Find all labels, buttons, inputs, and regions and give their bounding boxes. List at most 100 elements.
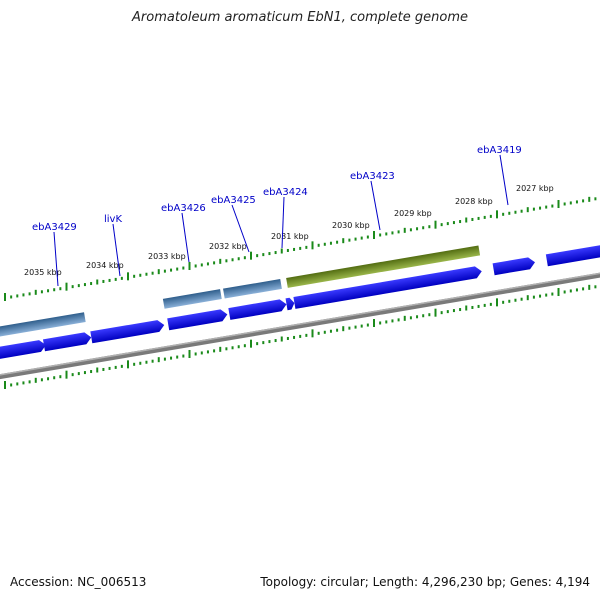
tick-mark bbox=[471, 217, 474, 221]
tick-mark bbox=[354, 237, 357, 241]
tick-mark bbox=[582, 287, 585, 291]
tick-mark bbox=[127, 272, 129, 281]
tick-mark bbox=[539, 206, 542, 210]
tick-mark bbox=[391, 319, 394, 323]
gene-arrow-ebA3423[interactable] bbox=[293, 265, 482, 309]
tick-mark bbox=[489, 214, 492, 218]
tick-mark bbox=[336, 328, 339, 332]
tick-mark bbox=[83, 371, 86, 375]
gene-label-ebA3419[interactable]: ebA3419 bbox=[477, 145, 522, 156]
tick-mark bbox=[120, 276, 123, 280]
tick-mark bbox=[262, 253, 265, 257]
gene-arrow-livk[interactable] bbox=[90, 319, 165, 344]
tick-label: 2031 kbp bbox=[271, 232, 309, 241]
gene-label-ebA3426[interactable]: ebA3426 bbox=[161, 203, 206, 214]
tick-mark bbox=[114, 365, 117, 369]
tick-mark bbox=[557, 288, 560, 297]
tick-mark bbox=[428, 225, 431, 229]
leader-line bbox=[370, 180, 381, 231]
tick-mark bbox=[34, 289, 37, 295]
tick-mark bbox=[299, 334, 302, 338]
tick-mark bbox=[434, 308, 437, 317]
tick-mark bbox=[379, 233, 382, 237]
tick-mark bbox=[237, 257, 240, 261]
tick-mark bbox=[28, 380, 31, 384]
feature-ebA3425[interactable] bbox=[223, 279, 282, 299]
tick-mark bbox=[10, 295, 13, 299]
gene-arrow-ebA3425[interactable] bbox=[228, 298, 287, 320]
tick-mark bbox=[379, 321, 382, 325]
tick-mark bbox=[416, 315, 419, 319]
tick-mark bbox=[329, 241, 332, 245]
tick-mark bbox=[53, 288, 56, 292]
tick-mark bbox=[237, 345, 240, 349]
gene-label-ebA3425[interactable]: ebA3425 bbox=[211, 195, 256, 206]
tick-mark bbox=[151, 271, 154, 275]
tick-mark bbox=[563, 202, 566, 206]
tick-mark bbox=[206, 350, 209, 354]
tick-mark bbox=[366, 323, 369, 327]
feature-ebA3423[interactable] bbox=[286, 245, 481, 288]
feature-ebA3426[interactable] bbox=[162, 289, 222, 309]
tick-mark bbox=[286, 336, 289, 340]
tick-mark bbox=[213, 261, 216, 265]
tick-mark bbox=[170, 268, 173, 272]
tick-mark bbox=[311, 241, 314, 250]
tick-mark bbox=[311, 329, 314, 338]
gene-label-livK[interactable]: livK bbox=[104, 214, 122, 225]
tick-mark bbox=[133, 274, 136, 278]
tick-mark bbox=[539, 294, 542, 298]
tick-mark bbox=[508, 211, 511, 215]
tick-mark bbox=[508, 299, 511, 303]
tick-mark bbox=[188, 262, 191, 271]
tick-mark bbox=[4, 381, 6, 389]
topology-text: Topology: circular; Length: 4,296,230 bp… bbox=[260, 575, 590, 589]
gene-label-ebA3429[interactable]: ebA3429 bbox=[32, 222, 77, 233]
tick-mark bbox=[360, 236, 363, 240]
gene-arrow-ebA3420[interactable] bbox=[492, 256, 536, 276]
tick-mark bbox=[139, 361, 142, 365]
leader-line bbox=[281, 196, 285, 249]
tick-mark bbox=[219, 346, 222, 352]
tick-mark bbox=[139, 273, 142, 277]
tick-mark bbox=[434, 220, 437, 229]
tick-mark bbox=[446, 310, 449, 314]
gene-label-ebA3424[interactable]: ebA3424 bbox=[263, 187, 308, 198]
tick-label: 2032 kbp bbox=[209, 242, 247, 251]
tick-mark bbox=[397, 230, 400, 234]
tick-mark bbox=[588, 284, 591, 290]
tick-mark bbox=[582, 199, 585, 203]
tick-label: 2034 kbp bbox=[86, 261, 124, 270]
gene-track bbox=[0, 236, 600, 368]
tick-mark bbox=[545, 205, 548, 209]
gene-arrow-2[interactable] bbox=[42, 331, 92, 352]
tick-mark bbox=[545, 293, 548, 297]
tick-mark bbox=[575, 288, 578, 292]
tick-mark bbox=[477, 216, 480, 220]
tick-mark bbox=[243, 256, 246, 260]
gene-label-ebA3423[interactable]: ebA3423 bbox=[350, 171, 395, 182]
feature-ebA3429[interactable] bbox=[0, 312, 86, 347]
gene-arrow-ebA3424[interactable] bbox=[285, 297, 296, 311]
tick-mark bbox=[532, 295, 535, 299]
tick-mark bbox=[373, 319, 375, 328]
tick-mark bbox=[305, 333, 308, 337]
leader-line bbox=[499, 154, 509, 206]
gene-arrow-1[interactable] bbox=[0, 339, 47, 368]
tick-mark bbox=[391, 231, 394, 235]
tick-mark bbox=[502, 300, 505, 304]
tick-mark bbox=[409, 316, 412, 320]
gene-arrow-ebA3419[interactable] bbox=[545, 236, 600, 267]
tick-mark bbox=[588, 196, 591, 202]
tick-mark bbox=[483, 303, 486, 307]
tick-mark bbox=[452, 221, 455, 225]
tick-mark bbox=[28, 292, 31, 296]
tick-mark bbox=[40, 290, 43, 294]
tick-mark bbox=[575, 200, 578, 204]
tick-mark bbox=[90, 282, 93, 286]
tick-mark bbox=[520, 209, 523, 213]
tick-label: 2029 kbp bbox=[394, 209, 432, 218]
tick-mark bbox=[268, 340, 271, 344]
gene-arrow-ebA3426[interactable] bbox=[167, 308, 228, 331]
